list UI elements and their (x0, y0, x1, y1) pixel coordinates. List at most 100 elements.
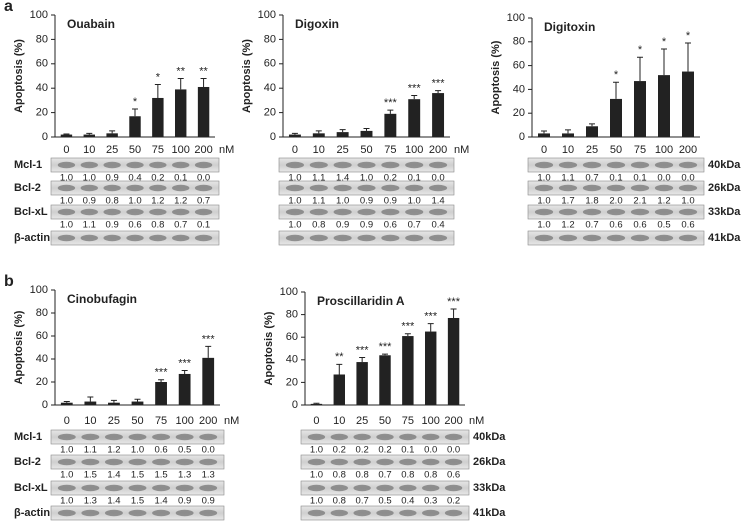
x-unit: nM (454, 144, 469, 156)
blot-band (678, 184, 698, 192)
blot-band (353, 433, 371, 441)
bar (312, 133, 325, 137)
blot-quant: 1.0 (310, 445, 323, 456)
x-tick-label: 25 (337, 144, 349, 156)
blot-band (126, 234, 144, 242)
blot-quant: 0.8 (312, 220, 325, 231)
blot-band (309, 234, 328, 242)
bar (310, 403, 323, 405)
significance: *** (155, 367, 169, 379)
blot-quant: 1.4 (431, 196, 444, 207)
blot-quant: 1.1 (312, 196, 325, 207)
blot-quant: 1.0 (681, 196, 694, 207)
error-bar (427, 323, 434, 332)
blot-quant: 0.9 (83, 196, 96, 207)
bar (288, 134, 301, 137)
x-tick-label: 50 (131, 415, 143, 427)
blot-band (80, 208, 98, 216)
bar (106, 133, 118, 137)
x-tick-label: 0 (63, 144, 69, 156)
blot-band (405, 161, 424, 169)
blot-label: β-actin (14, 507, 50, 519)
blot-band (307, 458, 326, 466)
error-bar (589, 123, 595, 127)
blot-band (199, 458, 218, 466)
blot-band (654, 184, 674, 192)
blot-quant: 1.0 (336, 196, 349, 207)
blot-band (128, 484, 147, 492)
panel-label: a (4, 0, 13, 15)
blot-band (199, 509, 218, 517)
blot-band (57, 509, 76, 517)
x-tick-label: 0 (292, 144, 298, 156)
blot-band (381, 184, 400, 192)
x-tick-label: 100 (172, 144, 190, 156)
blot-band (172, 184, 190, 192)
blot-band (175, 458, 194, 466)
x-tick-label: 50 (129, 144, 141, 156)
blot-band (422, 458, 440, 466)
blot-quant: 0.0 (431, 173, 444, 184)
blot-band (309, 184, 328, 192)
blot-quant: 0.7 (197, 196, 210, 207)
blot-band (381, 208, 400, 216)
blot-band (606, 161, 626, 169)
bar (60, 134, 73, 137)
blot-label: Bcl-2 (14, 456, 41, 468)
blot-band (534, 234, 554, 242)
y-axis-label: Apoptosis (%) (241, 39, 253, 113)
blot-quant: 1.2 (561, 220, 574, 231)
blot-band (199, 484, 218, 492)
x-tick-label: 50 (360, 144, 372, 156)
blot-band (399, 458, 417, 466)
y-tick-label: 100 (507, 12, 525, 24)
significance: ** (199, 65, 208, 77)
blot-quant: 1.0 (537, 173, 550, 184)
blot-band (381, 161, 400, 169)
x-tick-label: 50 (610, 144, 622, 156)
blot-band (104, 509, 123, 517)
blot-quant: 0.2 (333, 445, 346, 456)
blot-quant: 0.8 (424, 470, 437, 481)
bar (538, 133, 550, 137)
panel-label: b (4, 273, 14, 290)
blot-band (307, 433, 326, 441)
blot-quant: 0.6 (128, 220, 141, 231)
blot-band (630, 161, 650, 169)
bar (360, 130, 373, 137)
blot-quant: 0.5 (657, 220, 670, 231)
blot-quant: 1.4 (154, 496, 167, 507)
significance: *** (447, 296, 461, 308)
blot-band (175, 484, 194, 492)
blot-band (149, 161, 167, 169)
blot-band (333, 208, 352, 216)
blot-band (678, 161, 698, 169)
y-tick-label: 60 (513, 60, 525, 72)
blot-quant: 0.7 (585, 173, 598, 184)
blot-quant: 0.5 (378, 496, 391, 507)
blot-band (357, 208, 376, 216)
y-tick-label: 20 (36, 376, 48, 388)
significance: *** (178, 357, 192, 369)
blot-band (376, 433, 394, 441)
blot-band (357, 161, 376, 169)
blot-quant: 0.9 (336, 220, 349, 231)
bar (610, 98, 622, 137)
blot-band (103, 234, 121, 242)
blot-band (654, 208, 674, 216)
blot-quant: 0.0 (202, 445, 215, 456)
blot-quant: 0.5 (178, 445, 191, 456)
x-tick-label: 75 (634, 144, 646, 156)
blot-quant: 0.8 (333, 470, 346, 481)
blot-quant: 1.4 (107, 470, 120, 481)
blot-quant: 0.9 (106, 173, 119, 184)
error-bar (435, 90, 442, 94)
blot-band (104, 484, 123, 492)
blot-band (353, 458, 371, 466)
blot-band (534, 184, 554, 192)
blot-label: 26kDa (473, 456, 506, 468)
blot-quant: 1.2 (657, 196, 670, 207)
chart-title: Cinobufagin (67, 292, 137, 306)
bar (178, 373, 191, 405)
blot-label: β-actin (14, 232, 50, 244)
